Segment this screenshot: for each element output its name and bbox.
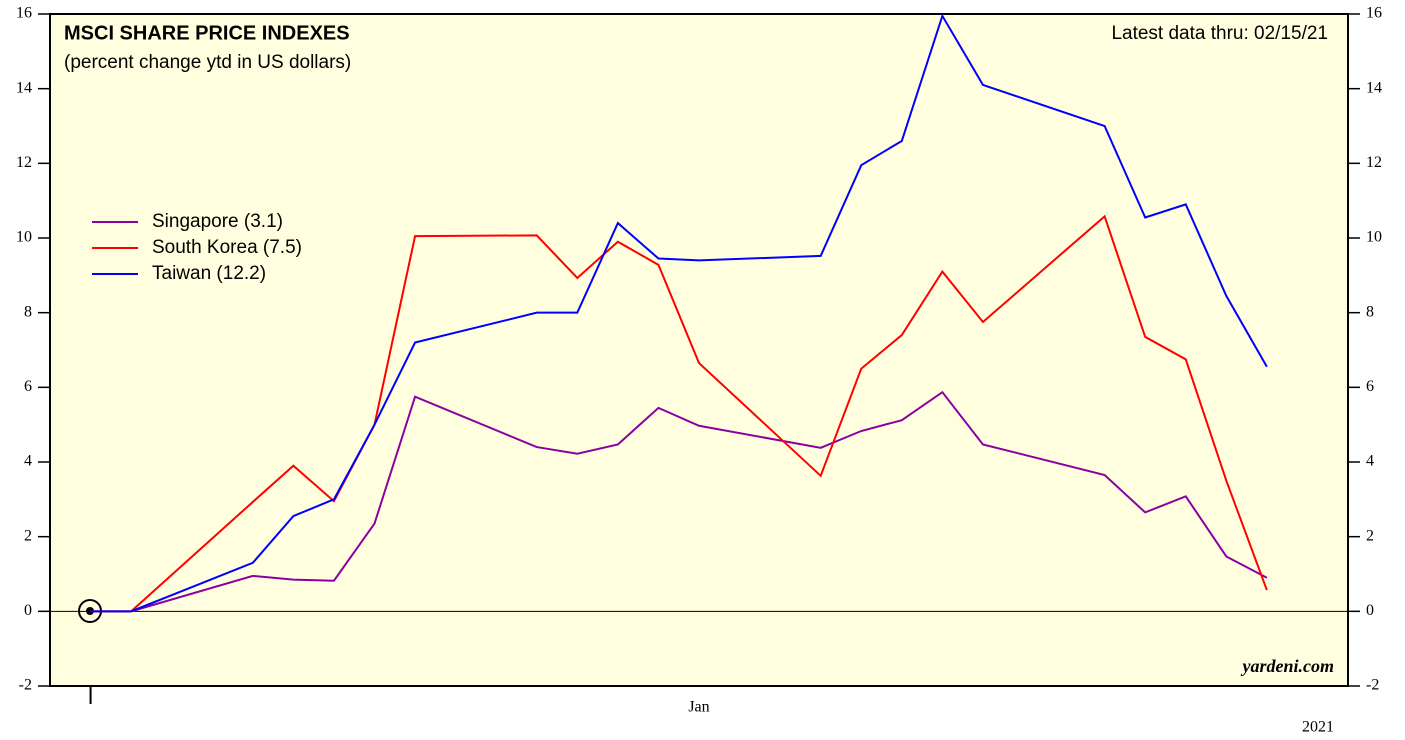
y2-tick-label: 6: [1366, 378, 1374, 395]
chart-title: MSCI SHARE PRICE INDEXES: [64, 22, 350, 44]
year-label: 2021: [1302, 719, 1334, 736]
legend-label: South Korea (7.5): [152, 237, 302, 258]
y-tick-label: 2: [24, 527, 32, 544]
legend-label: Taiwan (12.2): [152, 263, 266, 284]
series-line: [90, 390, 1268, 613]
series-line: [90, 13, 1268, 613]
y2-tick-label: 2: [1366, 527, 1374, 544]
y-tick-label: 10: [16, 229, 32, 246]
y2-tick-label: 8: [1366, 303, 1374, 320]
y2-tick-label: -2: [1366, 677, 1379, 694]
y-tick-label: 0: [24, 602, 32, 619]
legend-label: Singapore (3.1): [152, 211, 283, 232]
y-tick-label: 16: [16, 5, 32, 22]
chart-subtitle: (percent change ytd in US dollars): [64, 52, 351, 73]
x-tick-label: Jan: [688, 699, 709, 716]
series-line: [90, 214, 1268, 613]
y-tick-label: 8: [24, 303, 32, 320]
annotation: Latest data thru: 02/15/21: [1111, 23, 1328, 44]
y2-tick-label: 4: [1366, 453, 1374, 470]
y-tick-label: -2: [19, 677, 32, 694]
y-tick-label: 4: [24, 453, 32, 470]
y2-tick-label: 16: [1366, 5, 1382, 22]
y2-tick-label: 10: [1366, 229, 1382, 246]
y-tick-label: 14: [16, 79, 32, 96]
y2-tick-label: 14: [1366, 79, 1382, 96]
y-tick-label: 6: [24, 378, 32, 395]
y2-tick-label: 0: [1366, 602, 1374, 619]
y2-tick-label: 12: [1366, 154, 1382, 171]
y-tick-label: 12: [16, 154, 32, 171]
source: yardeni.com: [1241, 656, 1335, 676]
plot-area: [49, 13, 1349, 687]
